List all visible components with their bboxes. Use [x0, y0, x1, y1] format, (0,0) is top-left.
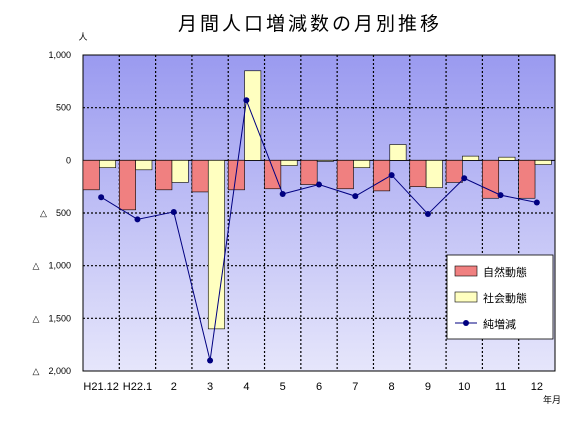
bar-social	[136, 160, 152, 169]
y-tick-label: △ 500	[40, 208, 71, 218]
y-tick-label: 500	[56, 103, 71, 113]
y-tick-label: 0	[66, 155, 71, 165]
bar-social	[535, 160, 551, 164]
net-change-point	[98, 194, 104, 200]
y-tick-label: △ 1,500	[33, 313, 71, 323]
bar-natural	[301, 160, 317, 184]
legend-label-social: 社会動態	[483, 291, 527, 305]
net-change-point	[534, 199, 540, 205]
net-change-point	[243, 97, 249, 103]
chart-title: 月間人口増減数の月別推移	[178, 13, 442, 35]
net-change-point	[389, 172, 395, 178]
bar-natural	[446, 160, 462, 182]
bar-natural	[156, 160, 172, 189]
net-change-point	[461, 175, 467, 181]
x-tick-label: 11	[495, 381, 506, 393]
bar-natural	[192, 160, 208, 192]
legend-marker-net	[463, 320, 469, 326]
bar-social	[208, 160, 224, 329]
bar-natural	[410, 160, 426, 186]
bar-social	[281, 160, 297, 165]
bar-social	[426, 160, 442, 187]
x-unit-label: 年月	[543, 394, 561, 406]
x-tick-label: H21.12	[83, 381, 118, 393]
x-tick-label: 7	[352, 381, 358, 393]
y-tick-labels: 1,000 500 0 △ 500 △ 1,000 △ 1,500 △ 2,000	[33, 50, 71, 376]
legend-label-net: 純増減	[483, 317, 516, 331]
x-tick-label: H22.1	[123, 381, 152, 393]
legend-label-natural: 自然動態	[483, 265, 527, 279]
x-tick-label: 2	[171, 381, 177, 393]
bar-natural	[373, 160, 389, 191]
x-tick-label: 3	[207, 381, 213, 393]
net-change-point	[207, 357, 213, 363]
x-tick-label: 5	[280, 381, 286, 393]
y-tick-label: △ 1,000	[33, 261, 71, 271]
legend-swatch-social	[455, 292, 477, 302]
legend-swatch-natural	[455, 266, 477, 276]
x-tick-label: 4	[243, 381, 249, 393]
bar-social	[317, 160, 333, 161]
net-change-point	[352, 193, 358, 199]
legend: 自然動態 社会動態 純増減	[447, 255, 553, 339]
bar-natural	[265, 160, 281, 188]
x-tick-label: 12	[531, 381, 543, 393]
x-tick-label: 9	[425, 381, 431, 393]
y-tick-label: △ 2,000	[33, 366, 71, 376]
bar-natural	[119, 160, 135, 210]
x-tick-label: 8	[389, 381, 395, 393]
net-change-point	[134, 216, 140, 222]
net-change-point	[280, 191, 286, 197]
bar-social	[462, 156, 478, 160]
x-tick-label: 10	[458, 381, 470, 393]
x-tick-label: 6	[316, 381, 322, 393]
bar-social	[390, 145, 406, 161]
bar-natural	[519, 160, 535, 198]
bar-social	[172, 160, 188, 182]
y-tick-label: 1,000	[48, 50, 71, 60]
net-change-point	[425, 211, 431, 217]
y-unit-label: 人	[78, 32, 87, 43]
bar-natural	[83, 160, 99, 189]
bar-natural	[337, 160, 353, 188]
bar-social	[499, 157, 515, 160]
net-change-point	[316, 182, 322, 188]
net-change-point	[171, 209, 177, 215]
net-change-point	[498, 192, 504, 198]
x-tick-labels: H21.12 H22.1 2 3 4 5 6 7 8 9 10 11 12	[83, 381, 543, 393]
bar-social	[353, 160, 369, 167]
bar-social	[99, 160, 115, 167]
